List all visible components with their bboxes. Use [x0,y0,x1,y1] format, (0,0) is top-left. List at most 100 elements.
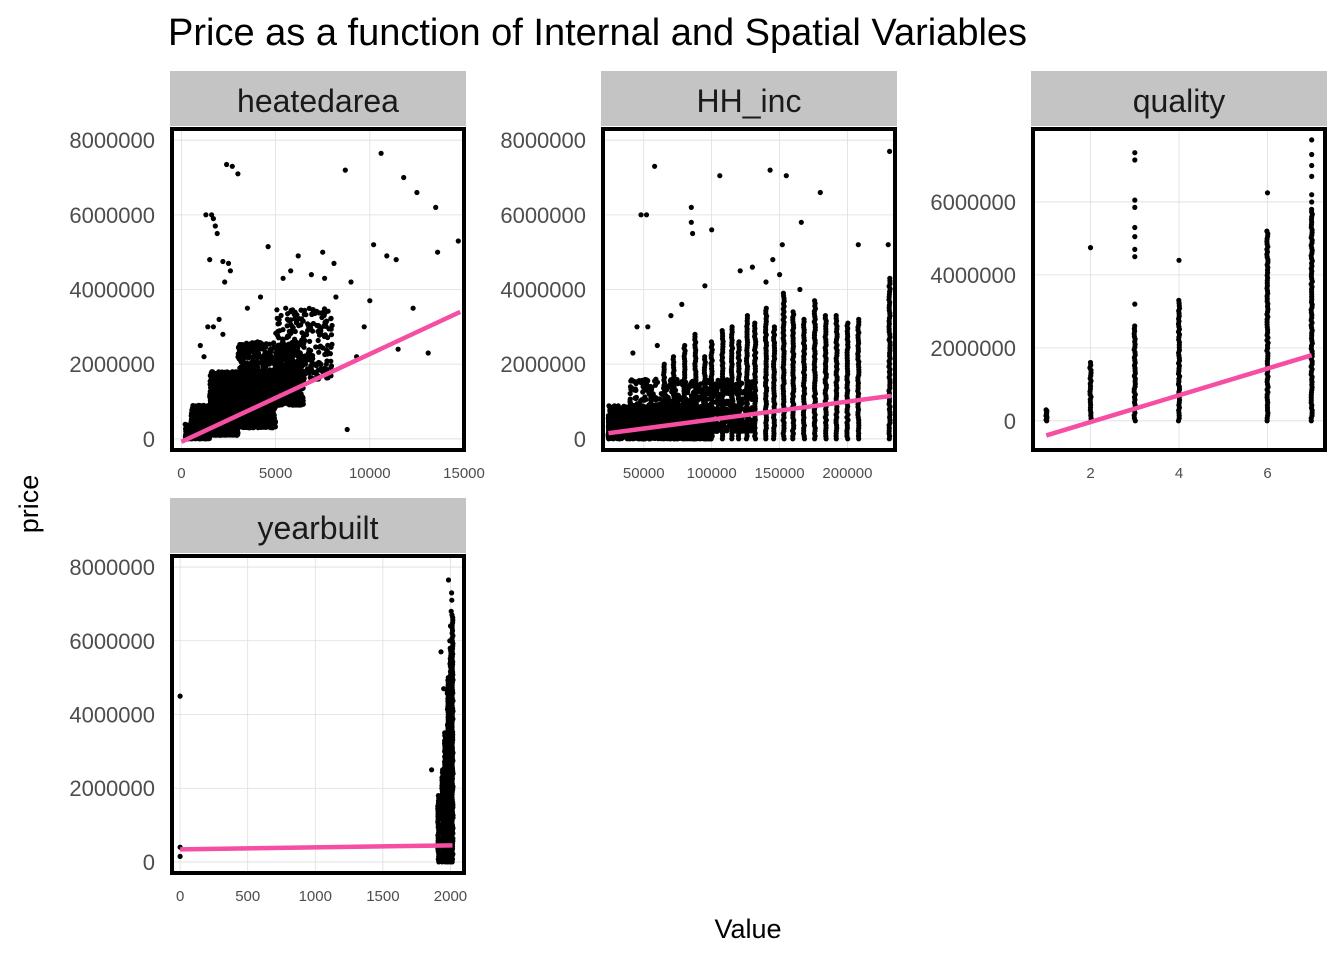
data-point [322,275,328,281]
data-point [280,336,286,343]
data-point [251,393,257,399]
data-point [770,257,776,263]
data-point [225,371,231,377]
data-point [313,363,319,369]
data-point [230,372,236,378]
data-point [323,318,329,324]
data-point [249,376,255,382]
data-point [286,358,292,364]
x-tick-label: 15000 [443,465,485,482]
data-point [315,323,322,329]
data-point [235,430,241,436]
data-point [668,313,674,319]
data-point [214,374,220,380]
data-point [425,350,431,356]
data-point [273,330,279,336]
data-point [296,394,302,400]
data-point [367,298,373,304]
data-point [333,294,339,300]
data-point [253,365,259,371]
data-point [243,354,249,360]
data-point [318,328,324,334]
data-point [243,424,249,430]
y-tick-label: 6000000 [69,203,155,228]
data-point [210,385,216,391]
data-point [218,432,224,438]
data-point [225,260,232,266]
data-point [433,204,439,210]
data-point [257,294,264,300]
data-point [307,338,313,344]
data-point [205,324,211,330]
data-point [259,410,266,416]
data-point [246,347,253,353]
data-point [783,173,789,179]
data-point [274,315,280,321]
data-point [238,351,244,357]
data-point [197,416,204,422]
data-point [210,216,216,222]
data-point [258,387,264,393]
data-point [202,436,208,442]
data-point [266,382,272,388]
data-point [291,340,297,346]
y-tick-label: 0 [143,427,155,452]
data-point [254,383,260,389]
data-point [267,358,273,364]
data-point [326,326,332,332]
data-point [224,424,230,430]
data-point [798,219,804,225]
data-point [227,268,233,274]
data-point [315,337,321,344]
data-point [223,378,230,384]
data-point [190,412,196,418]
data-point [267,418,273,424]
data-point [210,324,216,330]
x-tick-label: 5000 [259,465,292,482]
data-point [232,399,238,405]
data-point [325,308,331,314]
data-point [324,358,330,364]
data-point [224,411,230,417]
data-point [643,212,650,218]
data-point [262,368,269,374]
data-point [371,242,377,248]
data-point [322,332,328,338]
data-point [688,219,694,225]
data-point [222,279,228,285]
facet-strip [170,71,466,126]
data-point [217,370,223,376]
data-point [238,424,244,430]
data-point [885,242,891,248]
data-point [214,413,220,419]
data-point [252,414,258,420]
data-point [303,312,309,318]
data-point [197,342,203,349]
data-point [305,321,311,327]
data-point [271,421,278,427]
data-point [315,367,321,374]
data-point [244,417,250,423]
data-point [221,407,227,413]
data-point [280,327,286,333]
data-point [203,212,209,218]
data-point [709,227,715,233]
data-point [238,342,244,348]
data-point [702,283,708,289]
data-point [328,332,335,338]
data-point [316,349,322,355]
data-point [690,230,696,237]
data-point [300,374,306,380]
data-point [280,355,286,361]
data-point [217,392,223,398]
data-point [779,242,785,248]
data-point [207,407,213,413]
data-point [251,400,257,406]
data-point [219,387,225,393]
data-point [216,316,222,322]
data-point [268,348,274,355]
data-point [320,249,326,255]
data-point [630,350,636,356]
facet-panel-hh_inc: HH_inc0200000040000006000000800000050000… [500,71,897,482]
